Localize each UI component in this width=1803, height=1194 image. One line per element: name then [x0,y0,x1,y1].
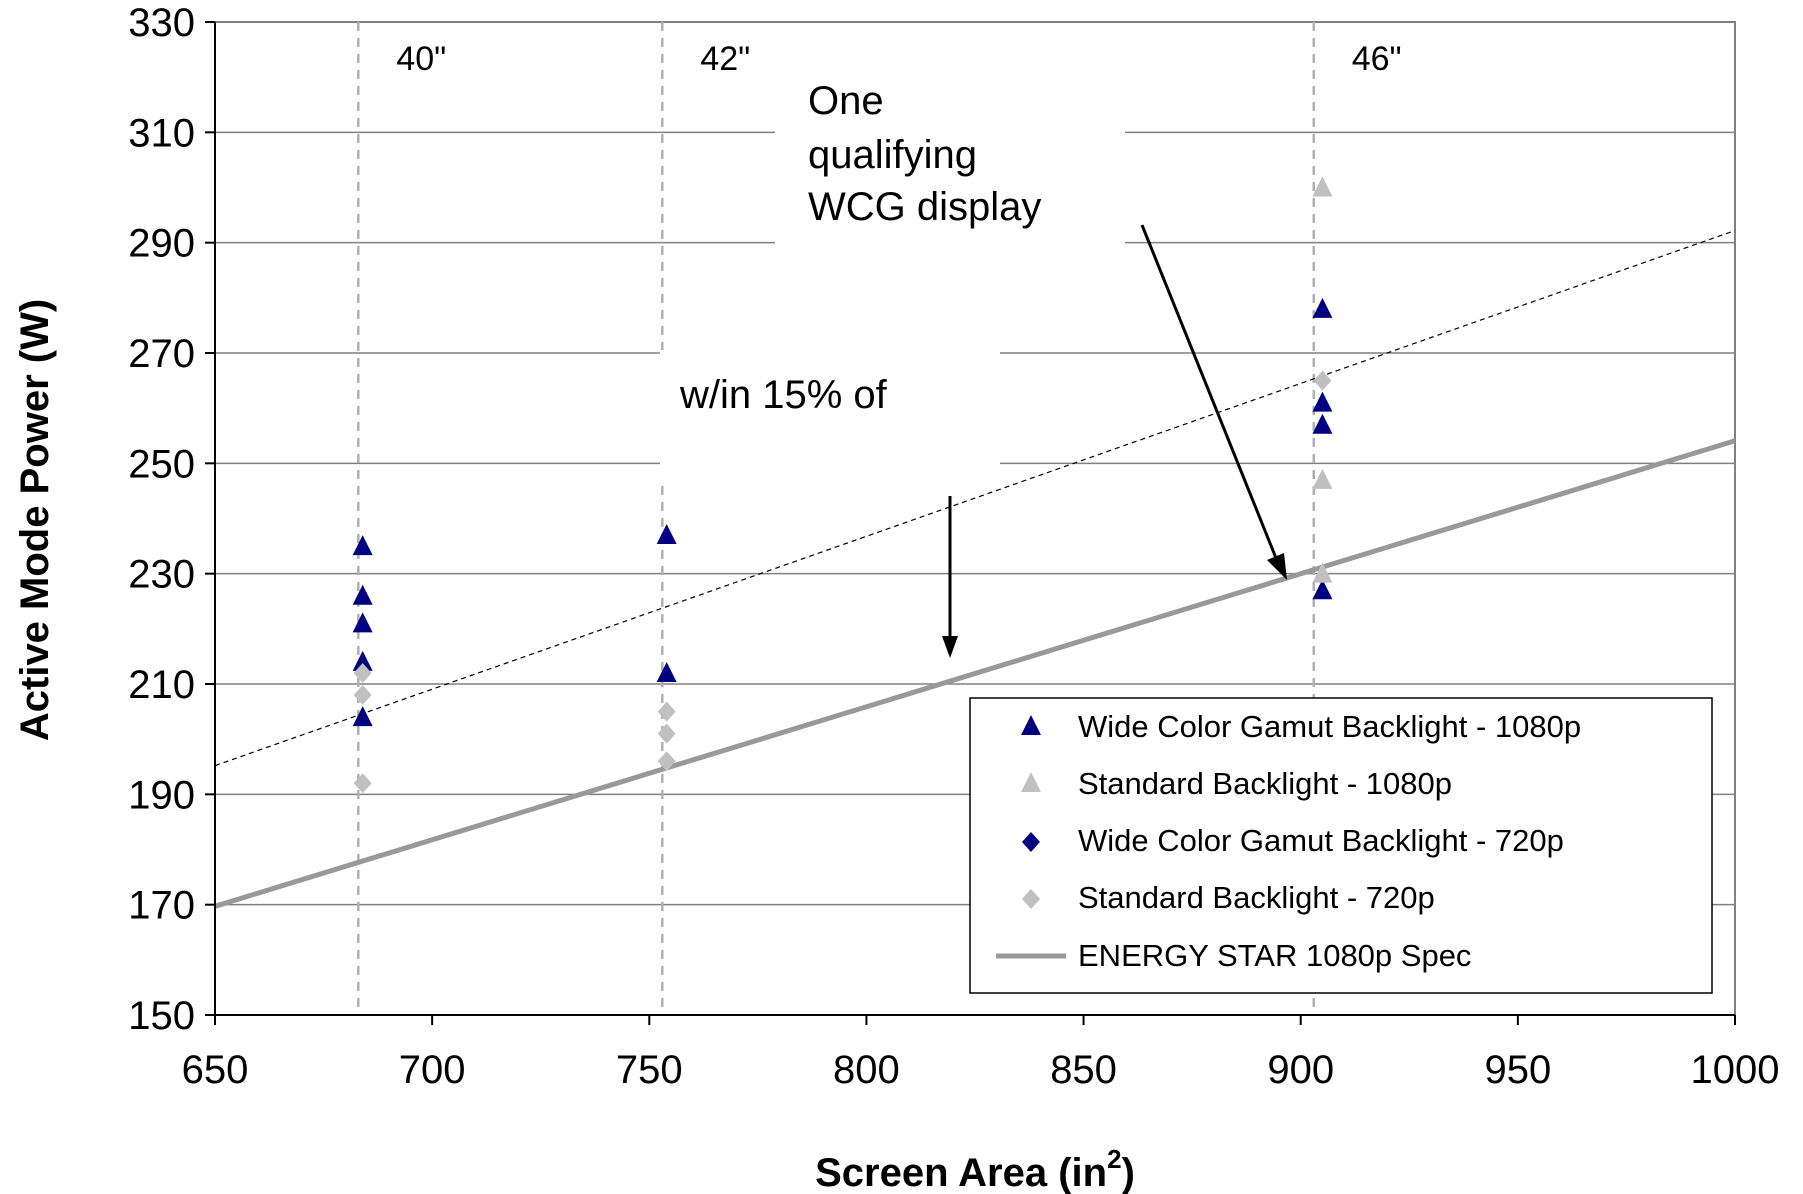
triangle-point [352,706,373,727]
legend-marker-wcg-1080p [1021,715,1041,735]
triangle-point [656,524,677,545]
diamond-point [353,773,372,794]
y-tick-label: 190 [128,773,195,817]
x-tick-label: 750 [616,1048,683,1092]
triangle-point [352,612,373,633]
triangle-point [1312,413,1333,434]
legend-box [969,697,1713,994]
y-tick-label: 210 [128,663,195,707]
y-tick-label: 310 [128,111,195,155]
triangle-point [1312,579,1333,600]
triangle-point [656,661,677,682]
y-tick-label: 270 [128,332,195,376]
screen-size-label: 42" [700,40,750,78]
within-annotation-text: w/in 15% of [679,373,888,417]
diamond-point [657,701,676,722]
reference-line [214,229,1736,767]
diamond-point [353,662,372,683]
triangle-point [352,535,373,556]
diamond-point [1313,370,1332,391]
y-tick-label: 230 [128,553,195,597]
x-axis-title-main: Screen Area (in [815,1151,1107,1194]
reference-15pct-line [214,229,1736,767]
screen-size-markers: 40" 42" 46" [357,22,1402,1015]
x-tick-label: 650 [182,1048,249,1092]
within-arrow-head [942,636,958,658]
legend-label-std-720p: Standard Backlight - 720p [1078,880,1435,915]
wcg-annotation-line-1: One [808,79,884,123]
screen-size-label: 46" [1352,40,1402,78]
x-tick-label: 950 [1484,1048,1551,1092]
y-tick-label: 170 [128,884,195,928]
wcg-annotation-bg [775,78,1125,248]
triangle-point [1312,297,1333,318]
x-tick-label: 700 [399,1048,466,1092]
x-tick-label: 800 [833,1048,900,1092]
energy-star-spec-line [214,438,1736,909]
y-tick-label: 330 [128,1,195,45]
wcg-arrow-head [1267,553,1287,580]
triangle-point [1312,176,1333,197]
y-tick-labels: 150 170 190 210 230 250 270 290 310 330 [128,1,195,1038]
data-points [352,176,1333,794]
x-tick-label: 1000 [1691,1048,1780,1092]
y-tick-label: 250 [128,442,195,486]
legend-label-std-1080p: Standard Backlight - 1080p [1078,766,1452,801]
triangle-point [352,584,373,605]
wcg-annotation: One qualifying WCG display [775,78,1287,580]
legend-marker-std-1080p [1021,772,1041,792]
legend-marker-wcg-720p [1022,832,1040,852]
y-axis-title: Active Mode Power (W) [13,299,57,741]
axes [214,22,1735,1016]
within-annotation: w/in 15% of [660,350,1000,658]
wcg-annotation-line-3: WCG display [808,185,1041,229]
triangle-point [352,650,373,671]
x-axis-title-end: ) [1122,1151,1135,1194]
x-tick-label: 850 [1050,1048,1117,1092]
wcg-annotation-arrow [1140,224,1280,564]
legend-label-energy-star: ENERGY STAR 1080p Spec [1078,938,1471,973]
triangle-point [1312,562,1333,583]
screen-size-label: 40" [396,40,446,78]
y-tick-label: 290 [128,222,195,266]
legend-marker-std-720p [1022,889,1040,909]
x-tick-labels: 650 700 750 800 850 900 950 1000 [182,1015,1780,1092]
x-tick-label: 900 [1267,1048,1334,1092]
triangle-point [1312,468,1333,489]
legend-label-wcg-720p: Wide Color Gamut Backlight - 720p [1078,823,1564,858]
y-tick-label: 150 [128,994,195,1038]
diamond-point [657,751,676,772]
legend-label-wcg-1080p: Wide Color Gamut Backlight - 1080p [1078,709,1581,744]
triangle-point [1312,391,1333,412]
diamond-point [657,723,676,744]
x-axis-title: Screen Area (in2) [815,1144,1135,1194]
legend: Wide Color Gamut Backlight - 1080p Stand… [969,697,1713,994]
x-axis-title-sup: 2 [1107,1144,1121,1174]
within-annotation-bg [660,350,1000,480]
wcg-annotation-line-2: qualifying [808,133,977,177]
energy-star-spec-line-path [214,438,1736,909]
diamond-point [353,685,372,706]
